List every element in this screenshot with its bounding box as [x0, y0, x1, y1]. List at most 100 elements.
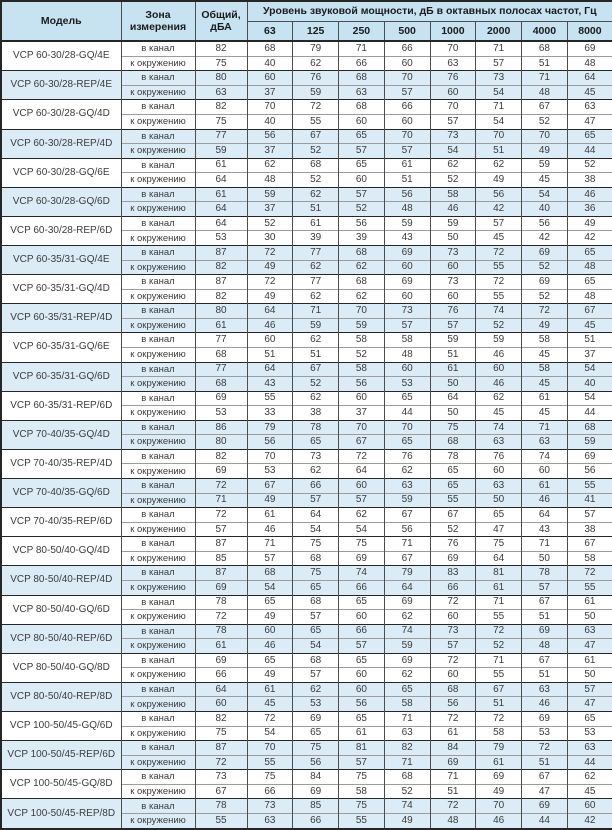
level-cell: 60: [338, 391, 385, 406]
level-cell: 63: [383, 725, 431, 741]
table-row: к окружению 85 57 68 69 67 69 64 50 58: [1, 550, 612, 566]
total-dba-cell: 53: [194, 230, 248, 246]
level-cell: 64: [338, 463, 385, 479]
level-cell: 63: [566, 99, 612, 115]
level-cell: 81: [475, 565, 522, 581]
total-dba-cell: 82: [194, 41, 248, 57]
level-cell: 56: [246, 129, 294, 144]
level-cell: 63: [475, 478, 522, 494]
level-cell: 60: [338, 667, 385, 683]
model-name-cell: VCP 70-40/35-GQ/6D: [0, 478, 122, 508]
level-cell: 37: [246, 201, 294, 217]
level-cell: 79: [383, 565, 431, 581]
level-cell: 73: [292, 449, 339, 464]
level-cell: 57: [338, 638, 385, 654]
level-cell: 50: [566, 667, 612, 683]
level-cell: 63: [475, 434, 522, 450]
level-cell: 62: [475, 158, 522, 173]
model-group: VCP 100-50/45-GQ/6D в канал 82 72 69 65 71 72 72…: [0, 711, 612, 741]
level-cell: 55: [292, 113, 339, 130]
total-dba-cell: 57: [194, 521, 248, 537]
model-name-cell: VCP 80-50/40-GQ/8D: [0, 653, 122, 683]
level-cell: 44: [521, 813, 568, 829]
level-cell: 70: [429, 41, 477, 57]
header-row-top: Модель Зона измерения Общий, дБА Уровень…: [0, 0, 612, 42]
table-row: VCP 60-35/31-REP/6D в канал 69 55 62 60 65 64 62…: [0, 391, 612, 421]
level-cell: 67: [521, 769, 568, 785]
level-cell: 46: [429, 201, 477, 217]
level-cell: 69: [383, 274, 431, 290]
level-cell: 65: [383, 682, 431, 697]
model-group: VCP 80-50/40-GQ/8D в канал 69 65 68 65 69 72 71 6…: [0, 653, 612, 683]
level-cell: 43: [383, 230, 431, 246]
level-cell: 45: [475, 405, 522, 421]
level-cell: 48: [246, 172, 294, 188]
model-name-cell: VCP 60-30/28-GQ/4E: [0, 41, 122, 71]
level-cell: 70: [383, 129, 431, 144]
level-cell: 76: [383, 449, 431, 464]
total-dba-cell: 66: [194, 667, 248, 683]
total-dba-cell: 82: [194, 449, 248, 464]
level-cell: 60: [429, 667, 477, 683]
level-cell: 57: [521, 579, 568, 596]
table-row: VCP 100-50/45-GQ/6D в канал 82 72 69 65 71 72 72…: [0, 711, 612, 741]
total-dba-cell: 59: [194, 143, 248, 159]
level-cell: 62: [338, 259, 385, 275]
level-cell: 62: [292, 259, 339, 275]
table-row: VCP 80-50/40-REP/4D в канал 87 68 75 74 79 83 81…: [0, 565, 612, 596]
level-cell: 58: [383, 696, 431, 712]
table-row: к окружению 63 37 59 63 57 60 54 48 45: [1, 84, 612, 100]
zone-cell: в канал: [120, 129, 196, 144]
level-cell: 62: [338, 507, 385, 523]
model-name-cell: VCP 60-30/28-REP/4D: [0, 129, 122, 159]
total-dba-cell: 69: [194, 391, 248, 406]
zone-cell: в канал: [120, 682, 196, 697]
table-row: VCP 60-30/28-REP/4E в канал 80 60 76 68 70 76 73…: [0, 70, 612, 100]
level-cell: 60: [566, 798, 612, 814]
model-name-cell: VCP 100-50/45-REP/8D: [0, 798, 122, 829]
table-row: VCP 80-50/40-GQ/8D в канал 69 65 68 65 69 72 71 6…: [0, 653, 612, 683]
model-group: VCP 60-30/28-REP/4D в канал 77 56 67 65 70 73 70…: [0, 129, 612, 159]
level-cell: 46: [246, 521, 294, 537]
zone-cell: к окружению: [120, 579, 196, 596]
level-cell: 51: [429, 346, 477, 363]
level-cell: 71: [475, 41, 522, 57]
level-cell: 42: [521, 230, 568, 246]
level-cell: 84: [429, 740, 477, 756]
zone-cell: к окружению: [120, 638, 196, 654]
level-cell: 76: [429, 70, 477, 86]
column-header-zone: Зона измерения: [120, 0, 196, 42]
level-cell: 54: [566, 391, 612, 406]
level-cell: 79: [246, 420, 294, 435]
level-cell: 72: [475, 624, 522, 639]
zone-cell: к окружению: [120, 463, 196, 479]
level-cell: 61: [566, 595, 612, 610]
level-cell: 47: [475, 521, 522, 537]
level-cell: 76: [292, 70, 339, 86]
level-cell: 62: [292, 391, 339, 406]
total-dba-cell: 61: [194, 317, 248, 333]
level-cell: 45: [521, 346, 568, 363]
level-cell: 65: [292, 624, 339, 639]
level-cell: 63: [566, 624, 612, 639]
level-cell: 61: [383, 158, 431, 173]
level-cell: 47: [566, 696, 612, 712]
model-group: VCP 60-35/31-GQ/4D в канал 87 72 77 68 69 73 72 6…: [0, 274, 612, 304]
level-cell: 42: [566, 813, 612, 829]
level-cell: 57: [292, 609, 339, 625]
level-cell: 51: [383, 172, 431, 188]
zone-cell: к окружению: [120, 84, 196, 100]
level-cell: 40: [246, 55, 294, 71]
level-cell: 71: [383, 536, 431, 552]
model-name-cell: VCP 80-50/40-REP/8D: [0, 682, 122, 712]
level-cell: 67: [566, 303, 612, 319]
level-cell: 57: [429, 113, 477, 130]
level-cell: 54: [475, 84, 522, 100]
model-group: VCP 60-30/28-REP/4E в канал 80 60 76 68 70 76 73…: [0, 70, 612, 100]
level-cell: 58: [338, 783, 385, 799]
level-cell: 59: [383, 638, 431, 654]
model-name-cell: VCP 70-40/35-REP/4D: [0, 449, 122, 479]
level-cell: 64: [429, 391, 477, 406]
level-cell: 64: [292, 507, 339, 523]
level-cell: 54: [521, 187, 568, 202]
